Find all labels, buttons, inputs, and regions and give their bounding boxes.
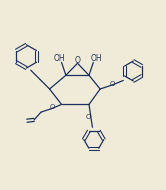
Text: O: O [85, 114, 91, 120]
Text: O: O [49, 104, 55, 110]
Text: O: O [110, 81, 115, 87]
Text: O: O [75, 56, 81, 65]
Text: OH: OH [91, 54, 102, 63]
Text: OH: OH [54, 54, 65, 63]
